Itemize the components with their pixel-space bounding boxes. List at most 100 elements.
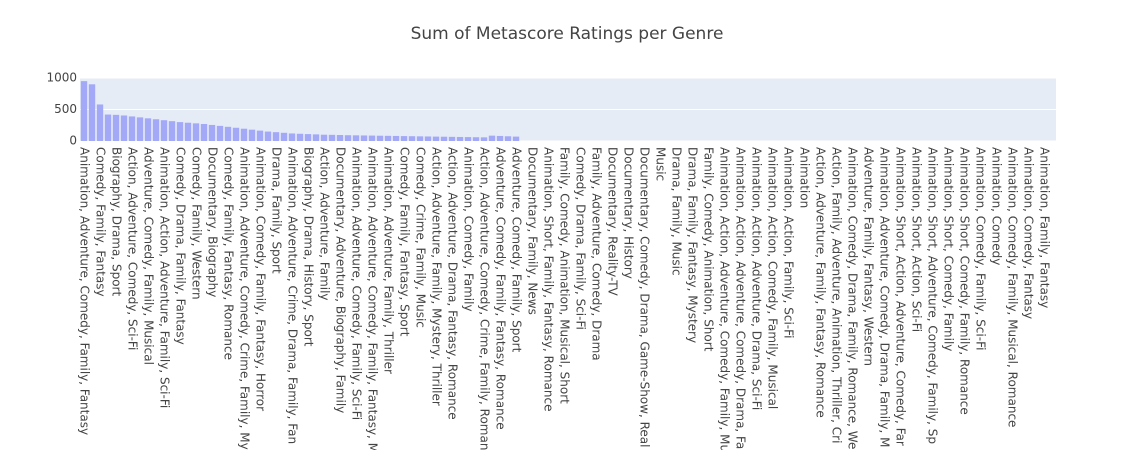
x-tick-label: Adventure, Family, Fantasy, Western [862, 147, 876, 366]
bar [344, 135, 352, 141]
bar [272, 132, 280, 141]
x-tick-label: Action, Adventure, Family, Fantasy, Roma… [814, 147, 828, 418]
bar [216, 125, 224, 141]
bar [408, 136, 416, 141]
x-tick-label: Animation, Action, Comedy, Family, Music… [766, 147, 780, 409]
x-tick-label: Animation, Adventure, Crime, Drama, Fami… [286, 147, 300, 444]
x-tick-label: Animation, Action, Family, Sci-Fi [782, 147, 796, 339]
x-tick-label: Animation, Adventure, Comedy, Family, Sc… [350, 147, 364, 420]
x-tick-label: Documentary, Adventure, Biography, Famil… [334, 147, 348, 413]
x-tick-label: Documentary, Family, News [526, 147, 540, 315]
x-tick-label: Drama, Family, Sport [270, 147, 284, 274]
bar [192, 123, 200, 141]
x-tick-label: Music [654, 147, 668, 181]
x-tick-label: Animation, Short, Family, Fantasy, Roman… [542, 147, 556, 411]
x-tick-label: Animation, Action, Adventure, Family, Sc… [158, 147, 172, 408]
bar [248, 129, 256, 141]
x-tick-label: Animation [798, 147, 812, 208]
bar [352, 135, 360, 141]
x-tick-label: Drama, Family, Fantasy, Mystery [686, 147, 700, 343]
bar [440, 136, 448, 141]
x-tick-label: Animation, Short, Action, Adventure, Com… [894, 147, 908, 446]
x-tick-label: Animation, Comedy, Family [462, 147, 476, 312]
x-tick-label: Documentary, Biography [206, 147, 220, 297]
bar [304, 134, 312, 141]
y-tick-label: 1000 [46, 71, 77, 85]
x-tick-label: Animation, Comedy, Drama, Family, Romanc… [846, 147, 860, 449]
bar [168, 121, 176, 141]
x-tick-label: Animation, Comedy, Fantasy [1022, 147, 1036, 319]
bar [120, 115, 128, 141]
bar [384, 135, 392, 141]
x-tick-label: Animation, Adventure, Comedy, Family, Fa… [366, 147, 380, 450]
bar [480, 137, 488, 141]
x-tick-label: Action, Adventure, Drama, Fantasy, Roman… [446, 147, 460, 420]
x-tick-label: Documentary, Reality-TV [606, 147, 620, 297]
bar [280, 132, 288, 141]
x-tick-label: Animation, Comedy, Family, Musical, Roma… [1006, 147, 1020, 427]
x-tick-label: Adventure, Comedy, Family, Sport [510, 147, 524, 353]
x-tick-label: Animation, Family, Fantasy [1038, 147, 1052, 308]
bar [128, 116, 136, 141]
bar [112, 114, 120, 141]
x-tick-label: Animation, Action, Adventure, Comedy, Dr… [734, 147, 748, 449]
bar [368, 135, 376, 141]
x-tick-label: Biography, Drama, Sport [110, 147, 124, 296]
x-tick-label: Animation, Short, Action, Sci-Fi [910, 147, 924, 332]
x-tick-label: Comedy, Drama, Family, Fantasy [174, 147, 188, 345]
bar [264, 131, 272, 141]
x-tick-label: Animation, Short, Comedy, Family, Romanc… [958, 147, 972, 415]
bar [232, 127, 240, 141]
x-tick-label: Comedy, Crime, Family, Music [414, 147, 428, 328]
x-tick-label: Animation, Adventure, Comedy, Drama, Fam… [878, 147, 892, 447]
bar [464, 137, 472, 141]
bar [224, 126, 232, 141]
y-tick-label: 500 [54, 102, 77, 116]
x-tick-label: Animation, Comedy, Family, Sci-Fi [974, 147, 988, 350]
bar [416, 136, 424, 141]
bar [360, 135, 368, 141]
bar [432, 136, 440, 141]
bar [496, 135, 504, 141]
bar [512, 136, 520, 141]
bar [176, 122, 184, 141]
x-tick-label: Action, Adventure, Family, Mystery, Thri… [430, 147, 444, 406]
x-tick-label: Animation, Comedy, Family, Fantasy, Horr… [254, 147, 268, 411]
x-tick-label: Comedy, Family, Fantasy [94, 147, 108, 297]
bar [504, 136, 512, 141]
x-tick-label: Animation, Action, Adventure, Comedy, Fa… [718, 147, 732, 450]
bar [144, 118, 152, 141]
bar [376, 135, 384, 141]
bar [320, 134, 328, 141]
x-tick-label: Action, Adventure, Comedy, Crime, Family… [478, 147, 492, 450]
bar [392, 135, 400, 141]
x-tick-label: Documentary, History [622, 147, 636, 279]
bar [312, 134, 320, 141]
bar [328, 134, 336, 141]
bar [136, 117, 144, 141]
x-tick-label: Family, Comedy, Animation, Musical, Shor… [558, 147, 572, 404]
x-tick-label: Comedy, Family, Fantasy, Romance [222, 147, 236, 360]
x-tick-label: Comedy, Family, Western [190, 147, 204, 300]
bar [96, 104, 104, 141]
chart-title: Sum of Metascore Ratings per Genre [411, 24, 724, 44]
bar [456, 136, 464, 141]
x-tick-label: Action, Adventure, Family [318, 147, 332, 301]
x-tick-label: Family, Adventure, Comedy, Drama [590, 147, 604, 361]
bar [488, 135, 496, 141]
bar [296, 133, 304, 141]
x-tick-label: Animation, Adventure, Comedy, Family, Fa… [78, 147, 92, 435]
x-tick-label: Biography, Drama, History, Sport [302, 147, 316, 347]
x-tick-label: Action, Adventure, Comedy, Sci-Fi [126, 147, 140, 350]
x-tick-label: Family, Comedy, Animation, Short [702, 147, 716, 352]
bar [208, 124, 216, 141]
x-tick-label: Animation, Action, Adventure, Drama, Sci… [750, 147, 764, 410]
bar [184, 122, 192, 141]
bar [472, 137, 480, 141]
x-tick-label: Comedy, Family, Fantasy, Sport [398, 147, 412, 337]
bar [336, 135, 344, 141]
bar [288, 133, 296, 141]
x-tick-label: Adventure, Comedy, Family, Fantasy, Roma… [494, 147, 508, 430]
x-tick-label: Action, Family, Adventure, Animation, Th… [830, 147, 844, 443]
